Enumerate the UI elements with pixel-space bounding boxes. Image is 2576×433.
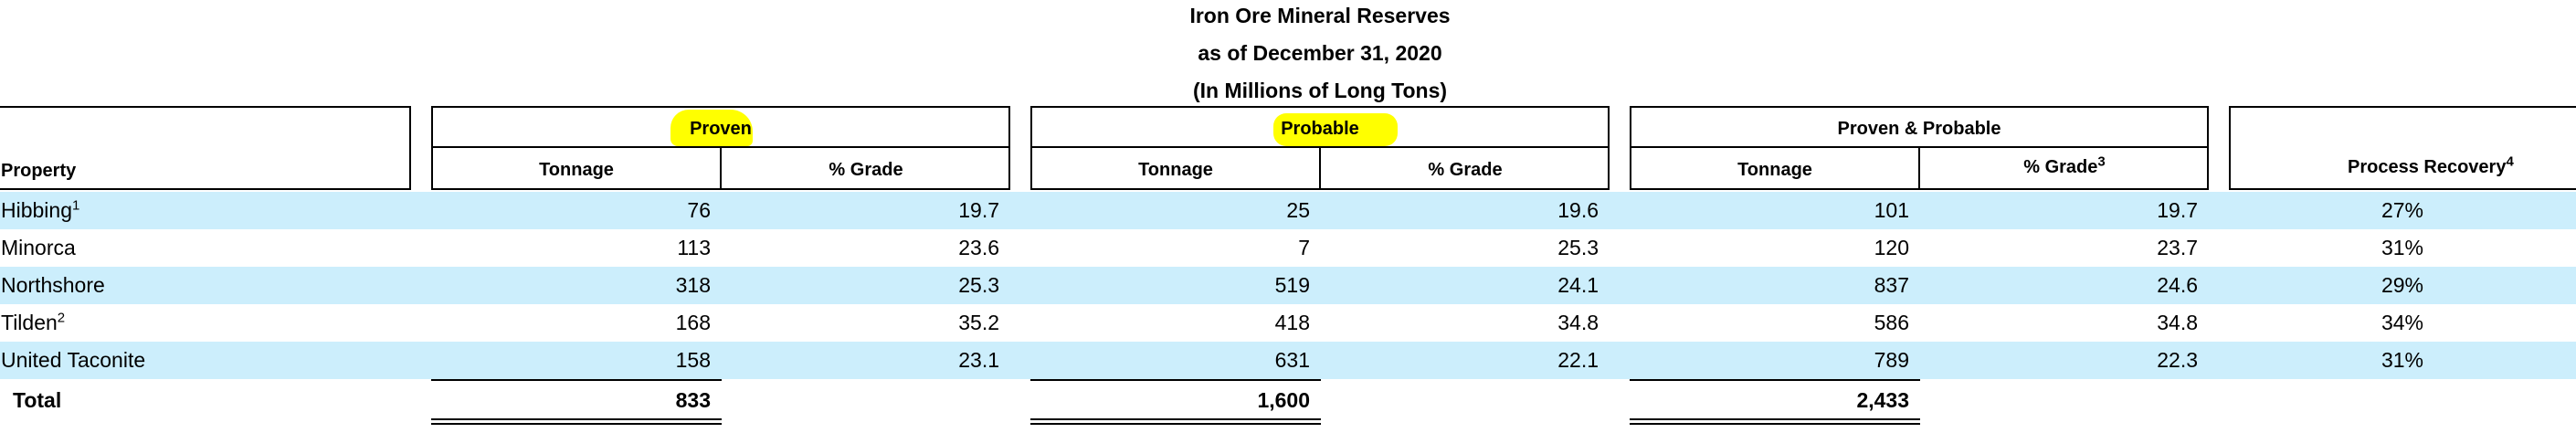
proven-grade-cell: 19.7 [958, 198, 999, 222]
pp-tonnage-cell: 101 [1874, 198, 1909, 222]
probable-total-topline [1030, 379, 1321, 381]
pp-tonnage-header: Tonnage [1737, 160, 1812, 180]
pp-total-topline [1630, 379, 1920, 381]
probable-tonnage-cell: 25 [1286, 198, 1310, 222]
proven-tonnage-cell: 318 [675, 273, 711, 297]
grade-footnote: 3 [2097, 153, 2106, 170]
probable-grade-cell: 22.1 [1557, 348, 1599, 372]
proven-grade-cell: 35.2 [958, 311, 999, 334]
probable-tonnage-cell: 631 [1274, 348, 1310, 372]
total-label: Total [13, 388, 62, 412]
probable-tonnage-cell: 7 [1298, 236, 1310, 259]
proven-tonnage-cell: 76 [687, 198, 711, 222]
pp-divider [1918, 146, 1920, 190]
proven-highlight [670, 110, 753, 146]
property-header-box [0, 106, 411, 190]
proven-grade-cell: 23.1 [958, 348, 999, 372]
table-title: Iron Ore Mineral Reserves [1189, 4, 1451, 27]
proven-total: 833 [675, 388, 711, 412]
table-date: as of December 31, 2020 [1198, 41, 1442, 65]
proven-total-topline [431, 379, 722, 381]
proven-tonnage-cell: 113 [677, 236, 711, 259]
property-name: Northshore [1, 273, 105, 297]
table-row: United Taconite 158 23.1 631 22.1 789 22.3 31% [0, 342, 2576, 379]
probable-tonnage-cell: 418 [1274, 311, 1310, 334]
table-units: (In Millions of Long Tons) [1192, 79, 1448, 102]
probable-total-dbl2 [1030, 423, 1321, 425]
proven-grade-header: % Grade [829, 160, 903, 180]
recovery-cell: 29% [2381, 273, 2424, 297]
pp-grade-cell: 22.3 [2157, 348, 2198, 372]
pp-grade-cell: 19.7 [2157, 198, 2198, 222]
recovery-cell: 34% [2381, 311, 2424, 334]
proven-tonnage-cell: 158 [675, 348, 711, 372]
pp-total-dbl1 [1630, 418, 1920, 420]
table-row: Hibbing1 76 19.7 25 19.6 101 19.7 27% [0, 192, 2576, 229]
property-footnote: 1 [72, 197, 80, 214]
proven-grade-cell: 25.3 [958, 273, 999, 297]
recovery-cell: 31% [2381, 236, 2424, 259]
probable-grade-cell: 34.8 [1557, 311, 1599, 334]
probable-tonnage-header: Tonnage [1138, 160, 1213, 180]
pp-grade-cell: 23.7 [2157, 236, 2198, 259]
property-name: Minorca [1, 236, 76, 259]
property-name: United Taconite [1, 348, 146, 372]
proven-divider [720, 146, 722, 190]
pp-total-dbl2 [1630, 423, 1920, 425]
proven-grade-cell: 23.6 [958, 236, 999, 259]
pp-tonnage-cell: 586 [1874, 311, 1909, 334]
table-row: Northshore 318 25.3 519 24.1 837 24.6 29% [0, 267, 2576, 304]
probable-grade-cell: 19.6 [1557, 198, 1599, 222]
property-name: Tilden2 [1, 310, 66, 334]
table-row: Tilden2 168 35.2 418 34.8 586 34.8 34% [0, 304, 2576, 342]
pp-grade-cell: 24.6 [2157, 273, 2198, 297]
probable-grade-cell: 25.3 [1557, 236, 1599, 259]
recovery-cell: 31% [2381, 348, 2424, 372]
proven-tonnage-cell: 168 [675, 311, 711, 334]
pp-grade-cell: 34.8 [2157, 311, 2198, 334]
property-footnote: 2 [57, 310, 66, 326]
probable-divider [1319, 146, 1321, 190]
proven-group-header: Proven [690, 119, 752, 139]
recovery-footnote: 4 [2506, 153, 2514, 170]
pp-tonnage-cell: 120 [1874, 236, 1909, 259]
pp-group-header: Proven & Probable [1837, 119, 2001, 139]
proven-tonnage-header: Tonnage [539, 160, 614, 180]
property-column-header: Property [1, 161, 77, 181]
pp-tonnage-cell: 837 [1874, 273, 1909, 297]
recovery-header-box [2229, 106, 2576, 190]
pp-total: 2,433 [1856, 388, 1909, 412]
probable-highlight [1273, 113, 1398, 146]
property-name: Hibbing1 [1, 197, 80, 222]
probable-group-header: Probable [1281, 119, 1359, 139]
probable-total-dbl1 [1030, 418, 1321, 420]
table-row: Minorca 113 23.6 7 25.3 120 23.7 31% [0, 229, 2576, 267]
proven-total-dbl1 [431, 418, 722, 420]
probable-grade-cell: 24.1 [1557, 273, 1599, 297]
recovery-column-header: Process Recovery4 [2348, 153, 2514, 177]
recovery-cell: 27% [2381, 198, 2424, 222]
pp-grade-header: % Grade3 [2023, 153, 2106, 177]
probable-tonnage-cell: 519 [1274, 273, 1310, 297]
pp-tonnage-cell: 789 [1874, 348, 1909, 372]
probable-grade-header: % Grade [1428, 160, 1503, 180]
proven-total-dbl2 [431, 423, 722, 425]
probable-total: 1,600 [1257, 388, 1310, 412]
